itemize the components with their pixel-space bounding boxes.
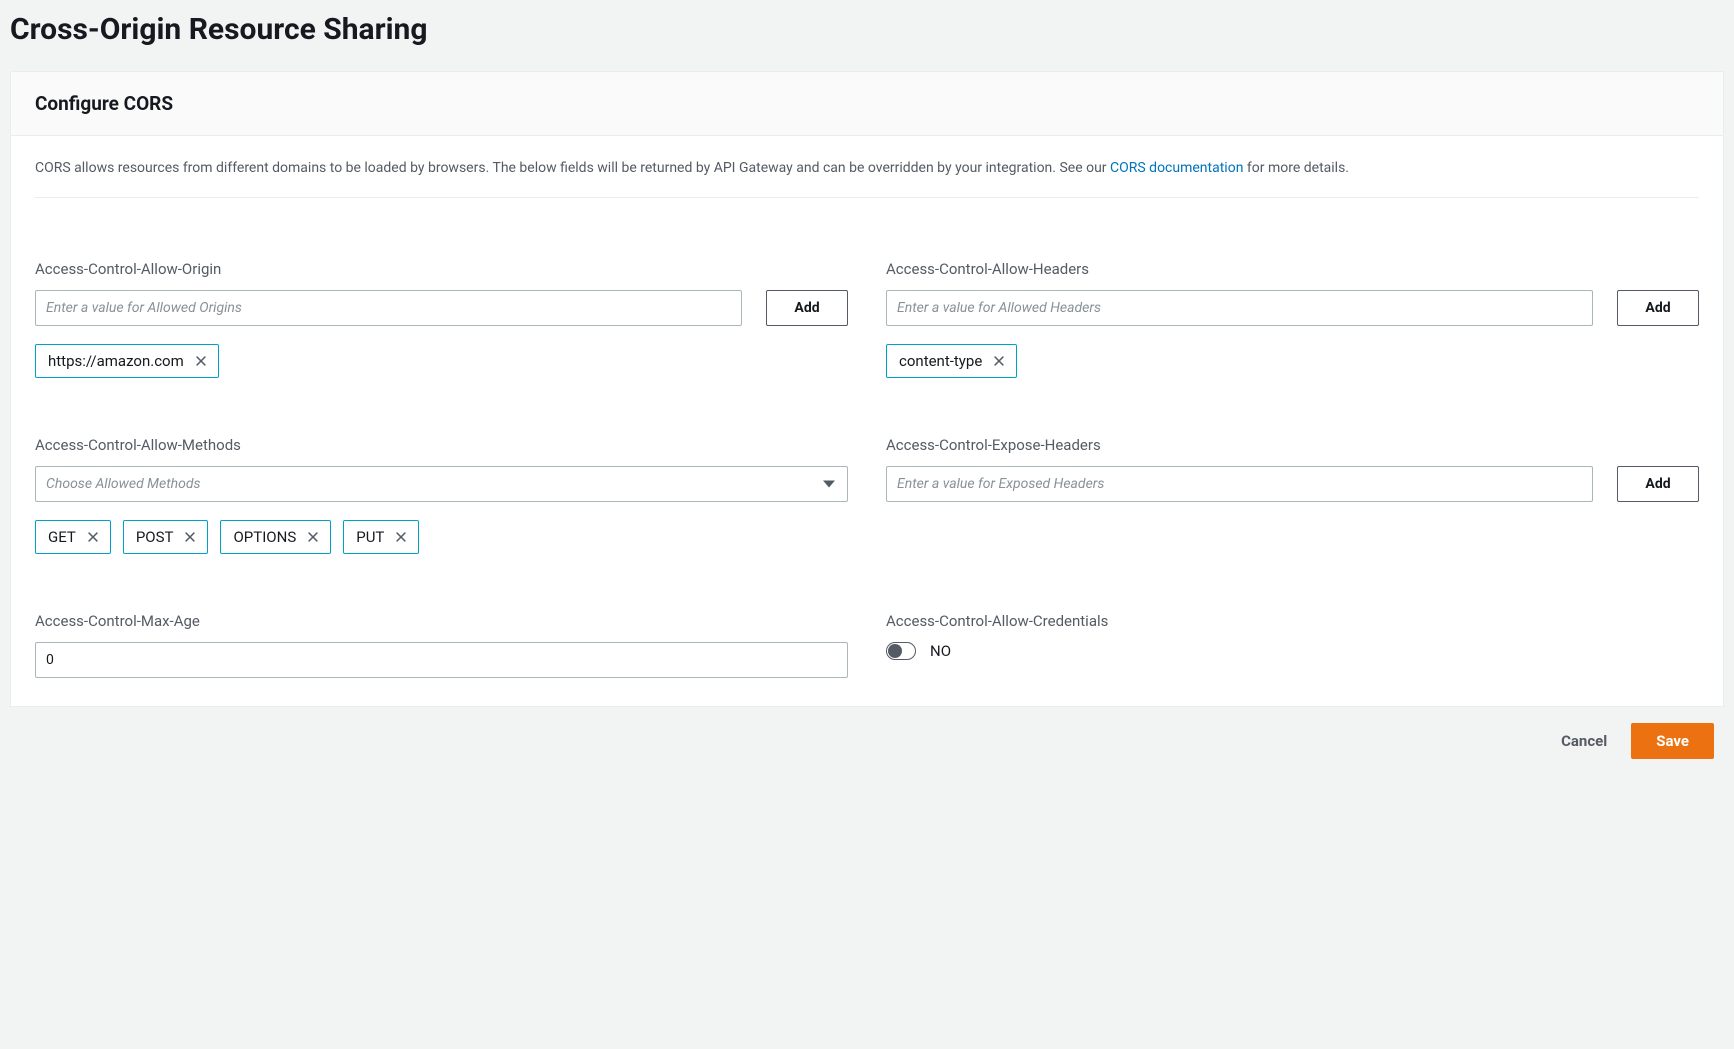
label-max-age: Access-Control-Max-Age	[35, 612, 848, 630]
configure-cors-panel: Configure CORS CORS allows resources fro…	[10, 71, 1724, 707]
tag-method-put: PUT	[343, 520, 419, 554]
select-placeholder: Choose Allowed Methods	[46, 476, 201, 492]
field-allow-origin: Access-Control-Allow-Origin Add https://…	[35, 260, 848, 378]
input-max-age[interactable]	[35, 642, 848, 678]
add-expose-header-button[interactable]: Add	[1617, 466, 1699, 502]
toggle-value: NO	[930, 642, 951, 660]
description-suffix: for more details.	[1243, 160, 1349, 176]
field-allow-methods: Access-Control-Allow-Methods Choose Allo…	[35, 436, 848, 554]
close-icon[interactable]	[394, 530, 408, 544]
cancel-button[interactable]: Cancel	[1541, 724, 1627, 758]
tag-header: content-type	[886, 344, 1017, 378]
chevron-down-icon	[823, 481, 835, 488]
tag-label: https://amazon.com	[48, 352, 184, 370]
field-max-age: Access-Control-Max-Age	[35, 612, 848, 678]
field-expose-headers: Access-Control-Expose-Headers Add	[886, 436, 1699, 554]
input-expose-headers[interactable]	[886, 466, 1593, 502]
tag-label: POST	[136, 528, 174, 546]
close-icon[interactable]	[86, 530, 100, 544]
close-icon[interactable]	[992, 354, 1006, 368]
tag-method-options: OPTIONS	[220, 520, 331, 554]
tag-method-post: POST	[123, 520, 209, 554]
save-button[interactable]: Save	[1631, 723, 1714, 759]
panel-title: Configure CORS	[35, 92, 1699, 115]
tag-method-get: GET	[35, 520, 111, 554]
input-allow-headers[interactable]	[886, 290, 1593, 326]
page-title: Cross-Origin Resource Sharing	[10, 12, 1724, 47]
select-allow-methods[interactable]: Choose Allowed Methods	[35, 466, 848, 502]
close-icon[interactable]	[194, 354, 208, 368]
label-expose-headers: Access-Control-Expose-Headers	[886, 436, 1699, 454]
tags-allow-headers: content-type	[886, 344, 1699, 378]
toggle-allow-credentials[interactable]	[886, 642, 916, 660]
tag-label: PUT	[356, 528, 384, 546]
close-icon[interactable]	[306, 530, 320, 544]
tags-allow-methods: GET POST OPTIONS PUT	[35, 520, 848, 554]
add-origin-button[interactable]: Add	[766, 290, 848, 326]
label-allow-credentials: Access-Control-Allow-Credentials	[886, 612, 1699, 630]
close-icon[interactable]	[183, 530, 197, 544]
field-allow-headers: Access-Control-Allow-Headers Add content…	[886, 260, 1699, 378]
field-allow-credentials: Access-Control-Allow-Credentials NO	[886, 612, 1699, 678]
input-allow-origin[interactable]	[35, 290, 742, 326]
tags-allow-origin: https://amazon.com	[35, 344, 848, 378]
tag-label: content-type	[899, 352, 982, 370]
add-header-button[interactable]: Add	[1617, 290, 1699, 326]
tag-label: OPTIONS	[233, 528, 296, 546]
description-prefix: CORS allows resources from different dom…	[35, 160, 1110, 176]
footer-actions: Cancel Save	[10, 707, 1724, 759]
description-text: CORS allows resources from different dom…	[35, 158, 1699, 198]
label-allow-methods: Access-Control-Allow-Methods	[35, 436, 848, 454]
label-allow-origin: Access-Control-Allow-Origin	[35, 260, 848, 278]
tag-origin: https://amazon.com	[35, 344, 219, 378]
label-allow-headers: Access-Control-Allow-Headers	[886, 260, 1699, 278]
cors-docs-link[interactable]: CORS documentation	[1110, 160, 1243, 176]
tag-label: GET	[48, 528, 76, 546]
